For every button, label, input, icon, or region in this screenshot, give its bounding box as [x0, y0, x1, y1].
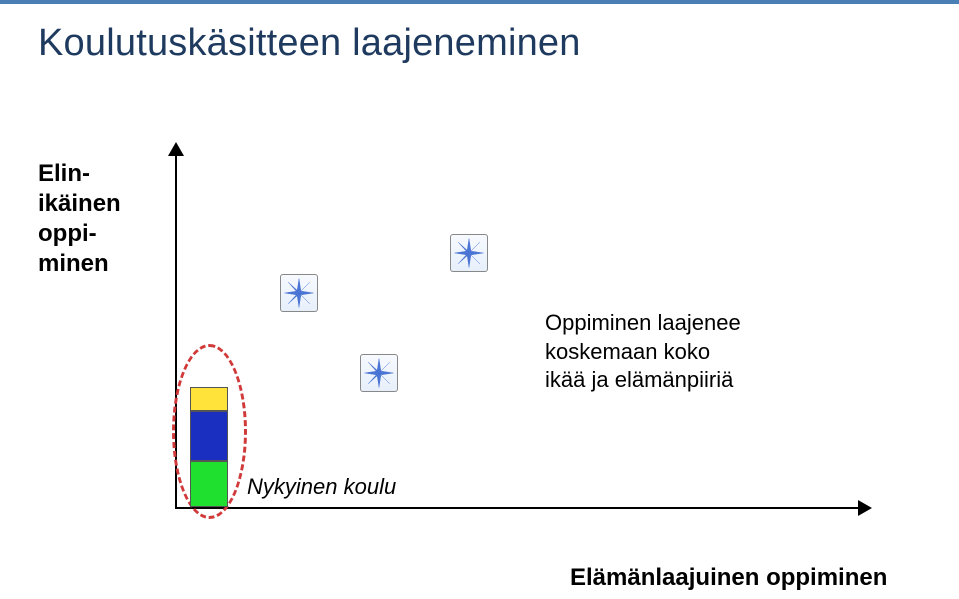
annotation-line: Oppiminen laajenee — [545, 309, 741, 338]
chart-annotation: Oppiminen laajenee koskemaan koko ikää j… — [545, 309, 741, 395]
x-axis — [175, 507, 860, 509]
y-axis-label: Elin- ikäinen oppi- minen — [38, 159, 121, 279]
star-marker-icon — [280, 274, 318, 312]
annotation-line: ikää ja elämänpiiriä — [545, 366, 741, 395]
stacked-bar-segment — [190, 411, 228, 461]
x-axis-arrow-icon — [858, 500, 872, 516]
x-axis-label: Elämänlaajuinen oppiminen — [570, 564, 887, 592]
y-axis-label-line: oppi- — [38, 219, 121, 249]
page-title: Koulutuskäsitteen laajeneminen — [38, 22, 581, 65]
stacked-bar-segment — [190, 461, 228, 507]
chart-area: Oppiminen laajenee koskemaan koko ikää j… — [175, 154, 860, 509]
y-axis-arrow-icon — [168, 142, 184, 156]
y-axis-label-line: Elin- — [38, 159, 121, 189]
y-axis-label-line: ikäinen — [38, 189, 121, 219]
star-marker-icon — [450, 234, 488, 272]
annotation-line: koskemaan koko — [545, 338, 741, 367]
stacked-bar-segment — [190, 387, 228, 411]
star-marker-icon — [360, 354, 398, 392]
y-axis-label-line: minen — [38, 249, 121, 279]
x-axis-inner-label: Nykyinen koulu — [247, 474, 396, 500]
